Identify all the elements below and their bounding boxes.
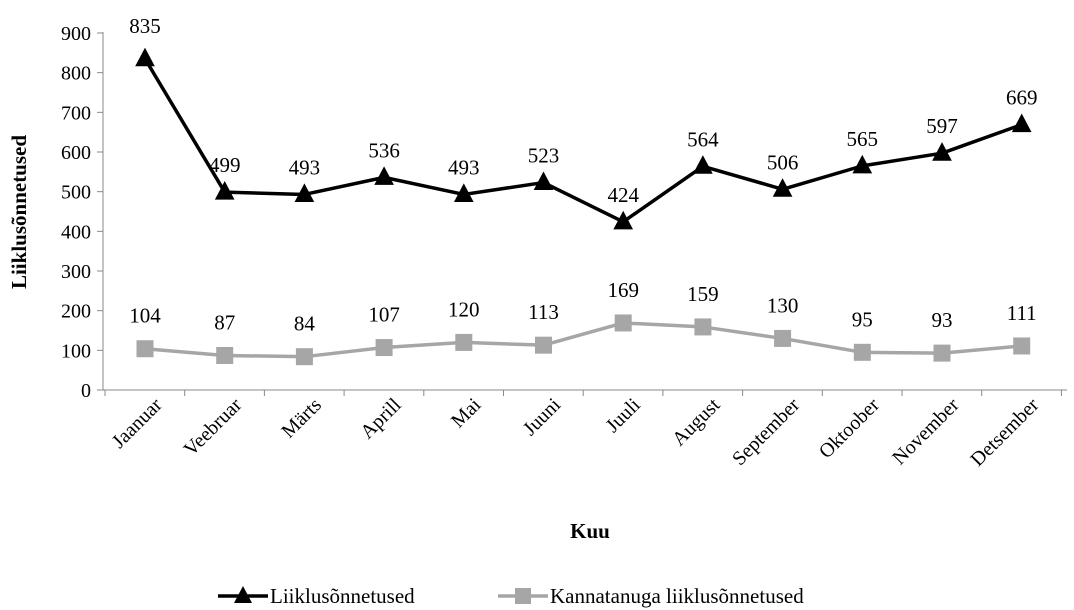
x-axis-title: Kuu (570, 519, 610, 543)
data-label: 104 (129, 304, 161, 328)
data-point-triangle (1011, 113, 1032, 133)
data-point-triangle (852, 154, 873, 174)
data-point-triangle (214, 180, 235, 200)
data-label: 120 (448, 297, 480, 321)
data-label: 93 (932, 308, 953, 332)
data-point-square (136, 340, 154, 358)
data-point-triangle (693, 155, 713, 174)
data-label: 493 (289, 155, 321, 179)
legend-label: Liiklusõnnetused (270, 584, 415, 608)
data-point-square (1013, 337, 1031, 355)
data-label: 424 (607, 183, 639, 207)
data-point-square (933, 344, 951, 362)
data-label: 84 (294, 312, 316, 336)
data-label: 95 (852, 307, 873, 331)
x-tick-label: Oktoober (815, 394, 884, 463)
y-tick-label: 700 (61, 102, 91, 124)
data-label: 130 (767, 293, 799, 317)
data-label: 523 (528, 144, 560, 168)
data-point-triangle (374, 166, 394, 185)
data-point-square (535, 336, 552, 354)
series-layer: 835 499 493 536 493 523 424 564 506 565 597 669 104 8… (129, 14, 1038, 366)
x-tick-label: Juuli (602, 394, 645, 437)
x-tick-label: Juuni (519, 394, 566, 441)
y-tick-label: 200 (61, 301, 91, 323)
data-point-triangle (613, 210, 634, 230)
y-tick-label: 500 (61, 182, 91, 204)
x-tick-label: Mai (447, 394, 486, 433)
series-1: 835 499 493 536 493 523 424 564 506 565 597 669 (129, 14, 1038, 230)
data-point-square (614, 314, 632, 332)
x-tick-label: August (668, 394, 725, 451)
legend-marker-triangle (234, 586, 252, 603)
data-label: 87 (214, 310, 235, 334)
x-tick-label: Jaanuar (108, 394, 167, 453)
y-tick-label: 400 (61, 221, 91, 243)
legend-item-1: Liiklusõnnetused (218, 584, 415, 608)
data-label: 565 (847, 127, 879, 151)
data-point-triangle (294, 183, 315, 202)
data-point-square (455, 333, 473, 351)
data-point-triangle (533, 171, 554, 191)
axes (102, 32, 1067, 391)
data-point-square (853, 343, 871, 361)
y-axis-ticks: 0 100 200 300 400 500 600 700 800 900 (61, 23, 103, 402)
x-tick-label: November (888, 394, 963, 469)
x-tick-label: Detsember (966, 394, 1043, 471)
data-label: 111 (1007, 301, 1037, 325)
y-tick-label: 300 (61, 261, 91, 283)
data-point-square (216, 346, 234, 364)
series-line (144, 321, 1022, 359)
y-tick-label: 800 (61, 63, 91, 85)
data-label: 113 (528, 300, 559, 324)
data-label: 564 (687, 127, 719, 151)
data-point-triangle (453, 183, 474, 202)
data-point-square (774, 329, 792, 347)
data-label: 597 (926, 114, 958, 138)
x-axis-ticks: Jaanuar Veebruar Märts Aprill Mai Juuni Juuli A… (104, 390, 1062, 471)
data-label: 669 (1006, 86, 1038, 110)
data-point-triangle (772, 178, 793, 197)
legend-label: Kannatanuga liiklusõnnetused (550, 584, 804, 608)
data-label: 493 (448, 155, 480, 179)
data-label: 159 (687, 282, 719, 306)
y-tick-label: 900 (61, 23, 91, 45)
series-2: 104 87 84 107 120 113 169 159 130 95 93 111 (129, 278, 1037, 366)
x-tick-label: Veebruar (180, 394, 247, 461)
data-point-triangle (135, 47, 155, 67)
series-line (143, 57, 1023, 224)
data-label: 107 (368, 303, 400, 327)
data-label: 169 (607, 278, 639, 302)
data-label: 536 (368, 138, 400, 162)
data-point-square (295, 348, 313, 366)
data-label: 835 (129, 14, 161, 38)
x-tick-label: September (728, 394, 804, 470)
data-point-square (375, 339, 393, 357)
y-axis-title: Liiklusõnnetused (7, 135, 31, 289)
legend: Liiklusõnnetused Kannatanuga liiklusõnnet… (218, 584, 804, 608)
y-tick-label: 600 (61, 142, 91, 164)
x-tick-label: Aprill (356, 394, 406, 444)
data-point-square (694, 318, 712, 336)
x-tick-label: Märts (277, 394, 326, 443)
y-tick-label: 100 (61, 340, 91, 362)
legend-marker-square (515, 588, 531, 604)
data-point-triangle (932, 142, 952, 161)
data-label: 506 (767, 150, 799, 174)
data-label: 499 (209, 153, 241, 177)
y-tick-label: 0 (81, 380, 91, 402)
legend-item-2: Kannatanuga liiklusõnnetused (498, 584, 804, 608)
